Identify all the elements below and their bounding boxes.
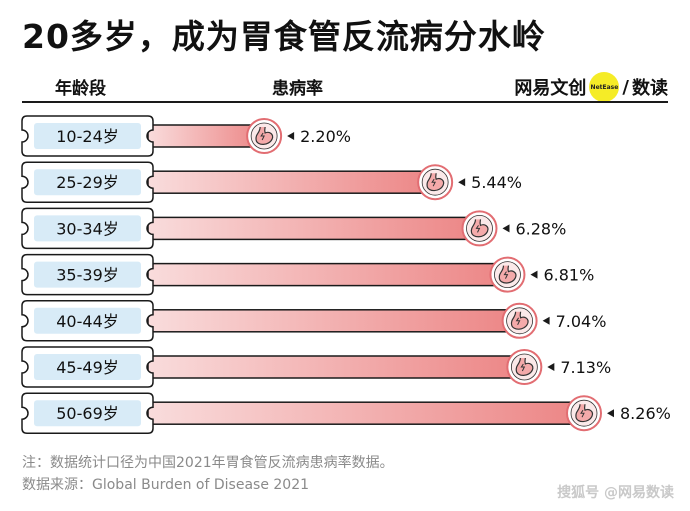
header-divider bbox=[22, 101, 668, 103]
reflux-bolt-icon bbox=[503, 271, 509, 279]
value-pointer-icon bbox=[547, 363, 555, 371]
value-label: 2.20% bbox=[300, 127, 351, 146]
reflux-bolt-icon bbox=[520, 363, 526, 372]
bar bbox=[147, 309, 521, 333]
age-label: 40-44岁 bbox=[56, 312, 119, 331]
reflux-bolt-icon bbox=[475, 225, 481, 233]
brand-name: 网易文创 bbox=[514, 78, 587, 99]
age-label-fill bbox=[34, 123, 141, 149]
rate-column-header: 患病率 bbox=[272, 79, 323, 99]
value-pointer-icon bbox=[502, 224, 510, 233]
reflux-bolt-icon bbox=[431, 178, 436, 187]
value-label: 5.44% bbox=[471, 173, 522, 192]
age-label: 10-24岁 bbox=[56, 127, 119, 146]
age-label-fill bbox=[34, 354, 141, 380]
age-label-fill bbox=[34, 169, 141, 196]
value-pointer-icon bbox=[287, 132, 295, 140]
age-column-header: 年龄段 bbox=[55, 79, 106, 99]
reflux-bolt-icon bbox=[580, 409, 585, 418]
brand-dot-icon: NetEase bbox=[589, 72, 620, 102]
bar bbox=[147, 216, 481, 241]
bar bbox=[147, 401, 585, 425]
age-label-fill bbox=[34, 307, 141, 334]
age-label-fill bbox=[34, 215, 141, 242]
reflux-bolt-icon bbox=[515, 317, 521, 326]
reflux-bolt-icon bbox=[260, 132, 265, 141]
age-label: 50-69岁 bbox=[56, 404, 119, 423]
value-label: 6.81% bbox=[543, 266, 594, 285]
value-pointer-icon bbox=[607, 409, 614, 418]
brand-separator: / bbox=[622, 76, 629, 98]
brand-sub: 数读 bbox=[632, 78, 668, 99]
age-label: 25-29岁 bbox=[56, 173, 119, 192]
age-label: 45-49岁 bbox=[56, 358, 119, 377]
watermark: 搜狐号 @网易数读 bbox=[557, 485, 674, 501]
brand-logo: 网易文创 NetEase / 数读 bbox=[514, 72, 668, 102]
age-label-fill bbox=[34, 400, 141, 427]
value-pointer-icon bbox=[530, 270, 538, 279]
bar bbox=[147, 170, 436, 194]
age-label-fill bbox=[34, 261, 141, 288]
value-pointer-icon bbox=[458, 178, 466, 187]
bar bbox=[147, 355, 526, 379]
age-label: 35-39岁 bbox=[56, 266, 119, 285]
value-label: 8.26% bbox=[620, 404, 671, 423]
bar-chart: 10-24岁 2.20% 25-29岁 5.44% 30-34岁 6.28% 35-39岁 6… bbox=[21, 115, 671, 434]
bar bbox=[147, 262, 509, 287]
value-pointer-icon bbox=[542, 316, 550, 325]
value-label: 6.28% bbox=[515, 219, 566, 238]
footnote: 注：数据统计口径为中国2021年胃食管反流病患病率数据。 bbox=[22, 455, 394, 471]
age-label: 30-34岁 bbox=[56, 219, 119, 238]
chart-title: 20多岁，成为胃食管反流病分水岭 bbox=[22, 17, 546, 56]
source-note: 数据来源：Global Burden of Disease 2021 bbox=[22, 477, 310, 493]
value-label: 7.04% bbox=[556, 312, 607, 331]
value-label: 7.13% bbox=[560, 358, 611, 377]
